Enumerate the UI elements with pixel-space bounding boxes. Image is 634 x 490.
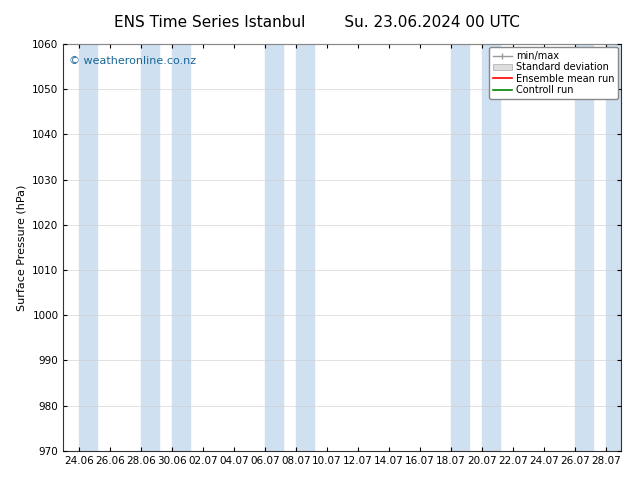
Bar <box>451 44 469 451</box>
Bar <box>575 44 593 451</box>
Bar <box>482 44 500 451</box>
Bar <box>79 44 98 451</box>
Bar <box>172 44 190 451</box>
Legend: min/max, Standard deviation, Ensemble mean run, Controll run: min/max, Standard deviation, Ensemble me… <box>489 47 618 99</box>
Bar <box>296 44 314 451</box>
Text: © weatheronline.co.nz: © weatheronline.co.nz <box>69 56 196 66</box>
Y-axis label: Surface Pressure (hPa): Surface Pressure (hPa) <box>16 184 27 311</box>
Bar <box>141 44 160 451</box>
Bar <box>265 44 283 451</box>
Text: ENS Time Series Istanbul        Su. 23.06.2024 00 UTC: ENS Time Series Istanbul Su. 23.06.2024 … <box>114 15 520 30</box>
Bar <box>606 44 624 451</box>
